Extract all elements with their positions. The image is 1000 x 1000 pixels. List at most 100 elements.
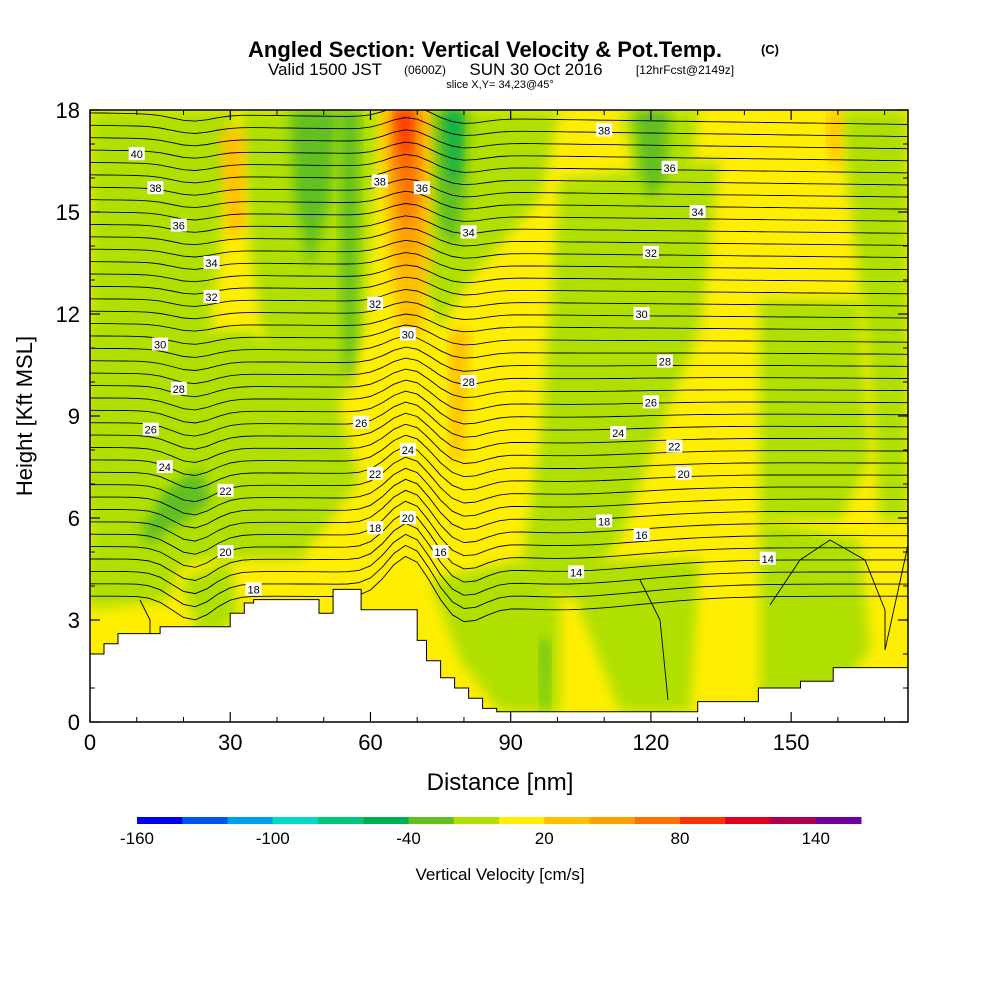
contour-label-text: 22 [219, 486, 231, 498]
velocity-region-25 [450, 330, 470, 460]
contour-label-text: 18 [598, 516, 610, 528]
colorbar-label: Vertical Velocity [cm/s] [415, 865, 584, 884]
colorbar-swatch-3 [272, 817, 319, 824]
contour-label-box [399, 511, 416, 524]
velocity-region-7 [840, 110, 908, 520]
contour-label-text: 38 [149, 183, 161, 195]
contour-label-box [203, 290, 220, 303]
contour-label-23: 16 [432, 545, 449, 559]
contour-label-box [689, 205, 706, 218]
contour-label-box [367, 521, 384, 535]
subtitle-fcst: [12hrFcst@2149z] [636, 63, 734, 77]
colorbar-swatch-14 [770, 817, 817, 824]
contour-label-text: 16 [434, 547, 446, 559]
contour-label-2: 36 [170, 218, 187, 233]
contour-label-14: 34 [460, 225, 477, 239]
x-tick-label: 0 [84, 730, 96, 755]
theta-contour-12 [90, 423, 908, 464]
contour-label-box [460, 225, 477, 239]
terrain-mask [90, 588, 908, 722]
theta-contour-0 [90, 555, 908, 623]
theta-contour-28 [90, 239, 908, 259]
contour-label-text: 32 [369, 299, 381, 311]
contour-label-text: 28 [659, 357, 671, 369]
contour-label-5: 30 [152, 337, 169, 352]
contour-label-16: 30 [399, 327, 416, 341]
theta-contour-36 [90, 141, 908, 162]
contour-label-text: 24 [612, 428, 624, 440]
theta-contour-low-1 [769, 539, 886, 650]
theta-contour-1 [90, 544, 908, 609]
y-tick-label: 12 [56, 302, 80, 327]
contour-label-13: 36 [413, 181, 430, 195]
contour-label-text: 34 [692, 207, 704, 219]
theta-contour-27 [90, 252, 908, 271]
velocity-region-27 [828, 110, 842, 170]
contour-label-text: 38 [374, 176, 386, 188]
contour-label-text: 36 [173, 221, 185, 233]
contour-label-text: 28 [173, 384, 185, 396]
theta-contour-31 [90, 203, 908, 222]
contour-label-text: 30 [635, 309, 647, 321]
contour-label-box [371, 174, 388, 188]
velocity-region-24 [396, 110, 412, 160]
contour-label-text: 20 [219, 547, 231, 559]
x-tick-label: 30 [218, 730, 242, 755]
contour-label-text: 32 [645, 248, 657, 260]
contour-label-text: 30 [154, 340, 166, 352]
x-tick-label: 120 [633, 730, 670, 755]
contour-label-box [399, 327, 416, 341]
theta-contour-17 [90, 368, 908, 399]
contour-label-33: 20 [675, 466, 692, 481]
contour-label-1: 38 [147, 181, 164, 195]
contour-label-box [170, 218, 187, 232]
contour-label-21: 20 [399, 511, 416, 525]
contour-label-box [399, 443, 416, 456]
contour-label-text: 38 [598, 125, 610, 137]
contour-label-8: 24 [156, 460, 173, 474]
contour-label-text: 24 [402, 445, 414, 457]
contour-label-box [152, 337, 169, 351]
velocity-region-4 [520, 160, 720, 600]
contour-label-19: 24 [399, 443, 416, 457]
theta-contour-25 [90, 276, 908, 296]
theta-contour-2 [90, 533, 908, 596]
theta-contour-33 [90, 178, 908, 198]
contour-label-text: 22 [668, 442, 680, 454]
contour-label-box [596, 514, 613, 528]
colorbar-swatch-11 [634, 817, 681, 824]
theta-contour-16 [90, 379, 908, 412]
y-axis-label: Height [Kft MSL] [12, 336, 37, 496]
theta-contour-23 [90, 301, 908, 320]
colorbar-tick-label: 80 [671, 829, 690, 848]
contour-label-20: 22 [367, 466, 384, 481]
contour-label-text: 28 [462, 377, 474, 389]
contour-label-box [128, 147, 145, 161]
contour-label-7: 26 [142, 422, 159, 437]
colorbar-swatch-15 [815, 817, 862, 824]
contour-label-box [633, 528, 650, 541]
contour-label-text: 30 [402, 329, 414, 341]
contour-label-box [367, 296, 384, 310]
velocity-region-8 [430, 560, 560, 712]
slice-label: slice X,Y= 34,23@45° [446, 79, 554, 91]
theta-contour-39 [90, 110, 908, 125]
theta-contour-38 [90, 117, 908, 138]
contour-label-28: 30 [633, 307, 650, 321]
velocity-region-23 [393, 110, 418, 230]
theta-contour-18 [90, 357, 908, 385]
velocity-region-20 [540, 640, 550, 712]
velocity-region-6 [760, 300, 870, 520]
contour-label-text: 34 [205, 258, 217, 270]
y-tick-label: 15 [56, 200, 80, 225]
contour-label-box [633, 307, 650, 320]
contour-label-4: 32 [203, 290, 220, 304]
subtitle-valid: Valid 1500 JST [268, 60, 382, 79]
contour-label-box [675, 466, 692, 480]
contour-label-box [367, 466, 384, 480]
subtitle-date: SUN 30 Oct 2016 [469, 60, 602, 79]
contour-label-box [596, 123, 613, 137]
theta-contour-22 [90, 313, 908, 333]
theta-contour-30 [90, 215, 908, 235]
